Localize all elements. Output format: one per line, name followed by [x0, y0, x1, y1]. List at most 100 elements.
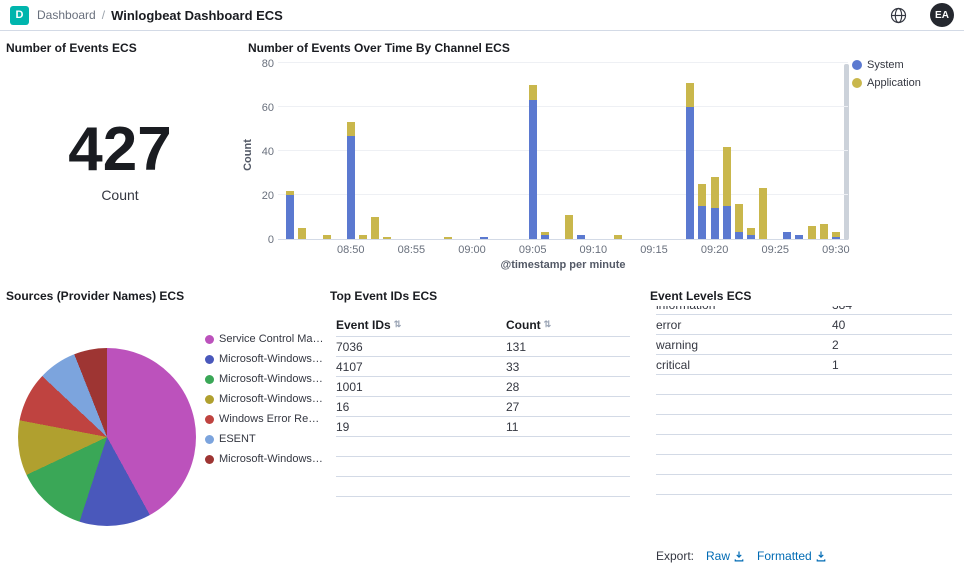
bar-segment-application[interactable]: [298, 228, 307, 239]
plot-scrollbar[interactable]: [844, 64, 849, 240]
bar-segment-application[interactable]: [686, 82, 695, 107]
panel-number-of-events: Number of Events ECS 427 Count: [0, 31, 240, 281]
legend-dot-icon: [205, 454, 214, 464]
x-tick-label: 08:50: [337, 244, 365, 256]
table-row: [336, 437, 630, 457]
legend-item-slice-5[interactable]: ESENT: [205, 433, 325, 445]
bar-segment-application[interactable]: [322, 234, 331, 239]
bar-segment-application[interactable]: [613, 234, 622, 239]
x-axis-tick-labels: 08:50 08:55 09:00 09:05 09:10 09:15 09:20 09:25…: [278, 244, 850, 258]
chart-legend: System Application: [852, 59, 921, 95]
bar-segment-system[interactable]: [722, 206, 731, 239]
app-logo[interactable]: D: [10, 5, 29, 25]
table-cell: 16: [336, 399, 350, 414]
y-tick-label: 80: [261, 58, 274, 70]
export-formatted-link[interactable]: Formatted: [757, 549, 827, 563]
bar-segment-system[interactable]: [346, 135, 355, 239]
legend-dot-icon: [205, 394, 214, 404]
table-cell: 7036: [336, 339, 363, 354]
page-title: Winlogbeat Dashboard ECS: [111, 7, 283, 23]
bar-segment-system[interactable]: [528, 100, 537, 239]
bar-segment-application[interactable]: [358, 234, 367, 239]
globe-icon[interactable]: [888, 5, 908, 25]
bar-chart-plot-area: [278, 62, 849, 240]
bar-segment-system[interactable]: [710, 208, 719, 239]
legend-dot-icon: [205, 414, 214, 424]
table-row: 16 27: [336, 397, 630, 417]
bar-segment-system[interactable]: [698, 206, 707, 239]
legend-item-application[interactable]: Application: [852, 77, 921, 89]
export-raw-link[interactable]: Raw: [706, 549, 745, 563]
legend-dot-icon: [852, 78, 862, 88]
bar-segment-application[interactable]: [710, 177, 719, 209]
table-cell: 11: [506, 419, 519, 434]
bar-segment-application[interactable]: [698, 184, 707, 206]
bar-segment-system[interactable]: [686, 107, 695, 239]
gridline: [278, 150, 848, 151]
legend-item-slice-6[interactable]: Microsoft-Windows-...: [205, 453, 325, 465]
bar-segment-system[interactable]: [795, 234, 804, 239]
avatar[interactable]: EA: [930, 3, 954, 27]
legend-item-slice-2[interactable]: Microsoft-Windows-...: [205, 373, 325, 385]
metric-label: Count: [101, 187, 139, 203]
bar-segment-application[interactable]: [528, 85, 537, 101]
event-levels-scroll-window[interactable]: information384 error 40 warning 2 critical 1: [656, 306, 952, 497]
bar-segment-application[interactable]: [831, 232, 840, 237]
event-ids-table: Event IDs ⇅ Count ⇅ 7036 131 4107 33 1001 28 1…: [336, 313, 630, 497]
column-header-count[interactable]: Count ⇅: [506, 318, 551, 332]
legend-dot-icon: [205, 374, 214, 384]
panel-title: Top Event IDs ECS: [330, 289, 438, 303]
legend-label: Microsoft-Windows-...: [219, 353, 324, 365]
bar-segment-application[interactable]: [346, 122, 355, 136]
bar-segment-application[interactable]: [540, 232, 549, 235]
bar-segment-application[interactable]: [371, 217, 380, 239]
bar-segment-application[interactable]: [734, 203, 743, 233]
y-tick-label: 40: [261, 146, 274, 158]
bar-segment-application[interactable]: [807, 225, 816, 239]
bar-segment-system[interactable]: [831, 236, 840, 239]
bar-segment-system[interactable]: [286, 195, 295, 239]
legend-item-system[interactable]: System: [852, 59, 921, 71]
bar-segment-system[interactable]: [746, 234, 755, 239]
bar-segment-application[interactable]: [759, 188, 768, 239]
table-row: [656, 415, 952, 435]
legend-dot-icon: [852, 60, 862, 70]
gridline: [278, 106, 848, 107]
legend-label: Microsoft-Windows-...: [219, 393, 324, 405]
bar-segment-system[interactable]: [734, 232, 743, 239]
bar-segment-application[interactable]: [383, 236, 392, 239]
bar-segment-application[interactable]: [722, 146, 731, 206]
pie-chart[interactable]: [18, 348, 196, 526]
legend-item-slice-0[interactable]: Service Control Man...: [205, 333, 325, 345]
download-icon: [734, 551, 744, 562]
table-row: [656, 395, 952, 415]
bar-segment-application[interactable]: [286, 190, 295, 195]
legend-item-slice-1[interactable]: Microsoft-Windows-...: [205, 353, 325, 365]
bar-segment-system[interactable]: [540, 234, 549, 239]
legend-dot-icon: [205, 354, 214, 364]
bar-segment-application[interactable]: [443, 236, 452, 239]
x-axis-title: @timestamp per minute: [500, 259, 626, 271]
sort-arrows-icon: ⇅: [543, 319, 552, 329]
table-cell: 384: [832, 306, 852, 312]
panel-title: Event Levels ECS: [650, 289, 752, 303]
bar-segment-system[interactable]: [480, 236, 489, 239]
column-header-label: Count: [506, 317, 541, 332]
sort-arrows-icon: ⇅: [393, 319, 402, 329]
legend-item-slice-3[interactable]: Microsoft-Windows-...: [205, 393, 325, 405]
bar-segment-application[interactable]: [565, 214, 574, 239]
breadcrumb-dashboard-link[interactable]: Dashboard: [37, 8, 96, 22]
x-tick-label: 09:25: [761, 244, 789, 256]
column-header-event-ids[interactable]: Event IDs ⇅: [336, 318, 506, 332]
table-cell: 19: [336, 419, 350, 434]
legend-item-slice-4[interactable]: Windows Error Repo...: [205, 413, 325, 425]
bar-segment-system[interactable]: [577, 234, 586, 239]
table-row: 1001 28: [336, 377, 630, 397]
table-row: information384: [656, 306, 952, 315]
table-cell: 33: [506, 359, 520, 374]
table-cell: information: [656, 306, 832, 312]
bar-segment-application[interactable]: [819, 223, 828, 239]
bar-segment-system[interactable]: [783, 232, 792, 239]
export-row: Export: Raw Formatted: [656, 549, 827, 563]
bar-segment-application[interactable]: [746, 228, 755, 235]
